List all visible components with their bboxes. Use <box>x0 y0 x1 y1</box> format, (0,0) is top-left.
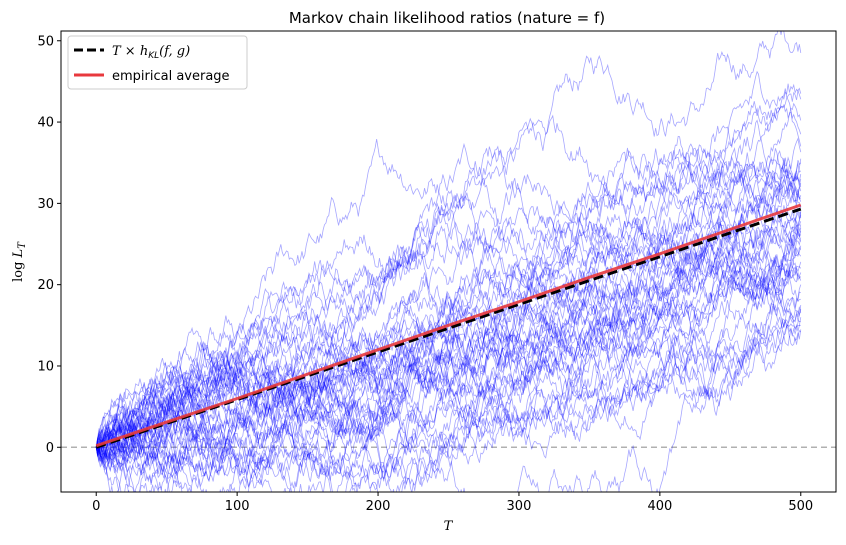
x-tick-label: 400 <box>647 499 672 514</box>
sample-path-30 <box>95 208 802 482</box>
x-axis-label: T <box>444 519 454 534</box>
sample-path-34 <box>96 233 802 492</box>
sample-path-39 <box>95 270 802 492</box>
chart-title: Markov chain likelihood ratios (nature =… <box>289 9 605 27</box>
sample-path-31 <box>95 245 802 468</box>
sample-path-5 <box>96 88 802 492</box>
sample-path-45 <box>95 308 802 463</box>
sample-path-46 <box>95 299 801 489</box>
sample-path-23 <box>95 204 802 456</box>
sample-path-7 <box>96 137 802 461</box>
sample-path-26 <box>95 225 802 456</box>
sample-path-12 <box>95 119 802 492</box>
sample-path-15 <box>95 173 802 480</box>
sample-path-48 <box>95 323 802 492</box>
sample-path-10 <box>95 146 802 448</box>
sample-path-24 <box>95 220 802 485</box>
sample-path-44 <box>95 280 802 463</box>
plot-content <box>61 31 836 492</box>
sample-path-22 <box>95 214 802 451</box>
x-tick-label: 0 <box>92 499 100 514</box>
sample-path-49 <box>95 330 802 492</box>
sample-path-25 <box>95 197 802 448</box>
x-tick-label: 200 <box>366 499 391 514</box>
sample-path-47 <box>95 303 801 448</box>
plot-area <box>61 31 836 492</box>
axes: 0 100 200 300 400 500 0 10 20 30 40 50 <box>37 30 837 514</box>
sample-path-43 <box>95 308 802 492</box>
sample-path-6 <box>95 111 802 457</box>
sample-path-29 <box>95 237 802 465</box>
y-tick-label: 20 <box>37 278 54 293</box>
series-empirical-average-line <box>95 203 802 448</box>
sample-path-42 <box>95 304 802 492</box>
sample-path-37 <box>95 238 802 469</box>
sample-path-21 <box>96 210 802 490</box>
sample-path-20 <box>95 150 802 449</box>
y-tick-label: 50 <box>37 34 54 49</box>
sample-path-41 <box>95 211 801 479</box>
plot-frame <box>60 30 837 493</box>
sample-path-35 <box>95 265 802 492</box>
y-tick-label: 30 <box>37 197 54 212</box>
sample-path-40 <box>95 286 801 492</box>
legend-box <box>67 35 248 90</box>
sample-path-4 <box>95 102 802 477</box>
sample-path-32 <box>95 237 802 464</box>
legend-label-theoretical: T × hKL(f, g) <box>112 44 190 61</box>
y-tick-label: 10 <box>37 359 54 374</box>
sample-path-9 <box>95 160 802 453</box>
legend-label-empirical: empirical average <box>112 69 230 84</box>
y-tick-label: 40 <box>37 116 54 131</box>
sample-path-50 <box>95 189 802 454</box>
sample-path-38 <box>95 205 802 448</box>
sample-path-3 <box>95 70 802 450</box>
x-tick-label: 100 <box>225 499 250 514</box>
y-tick-label: 0 <box>46 441 54 456</box>
sample-path-13 <box>95 162 802 474</box>
y-axis-label: log LT <box>11 241 28 282</box>
sample-path-19 <box>95 195 802 465</box>
sample-path-33 <box>95 232 802 478</box>
x-tick-label: 500 <box>788 499 813 514</box>
sample-path-36 <box>95 255 802 492</box>
sample-path-18 <box>95 183 802 492</box>
sample-path-17 <box>95 146 801 453</box>
sample-path-16 <box>96 177 802 455</box>
sample-path-27 <box>95 230 802 479</box>
legend: T × hKL(f, g) empirical average <box>67 35 248 90</box>
sample-path-28 <box>95 228 802 462</box>
sample-path-1 <box>95 31 802 448</box>
sample-path-8 <box>95 157 802 473</box>
sample-path-2 <box>95 87 802 476</box>
x-tick-label: 300 <box>507 499 532 514</box>
